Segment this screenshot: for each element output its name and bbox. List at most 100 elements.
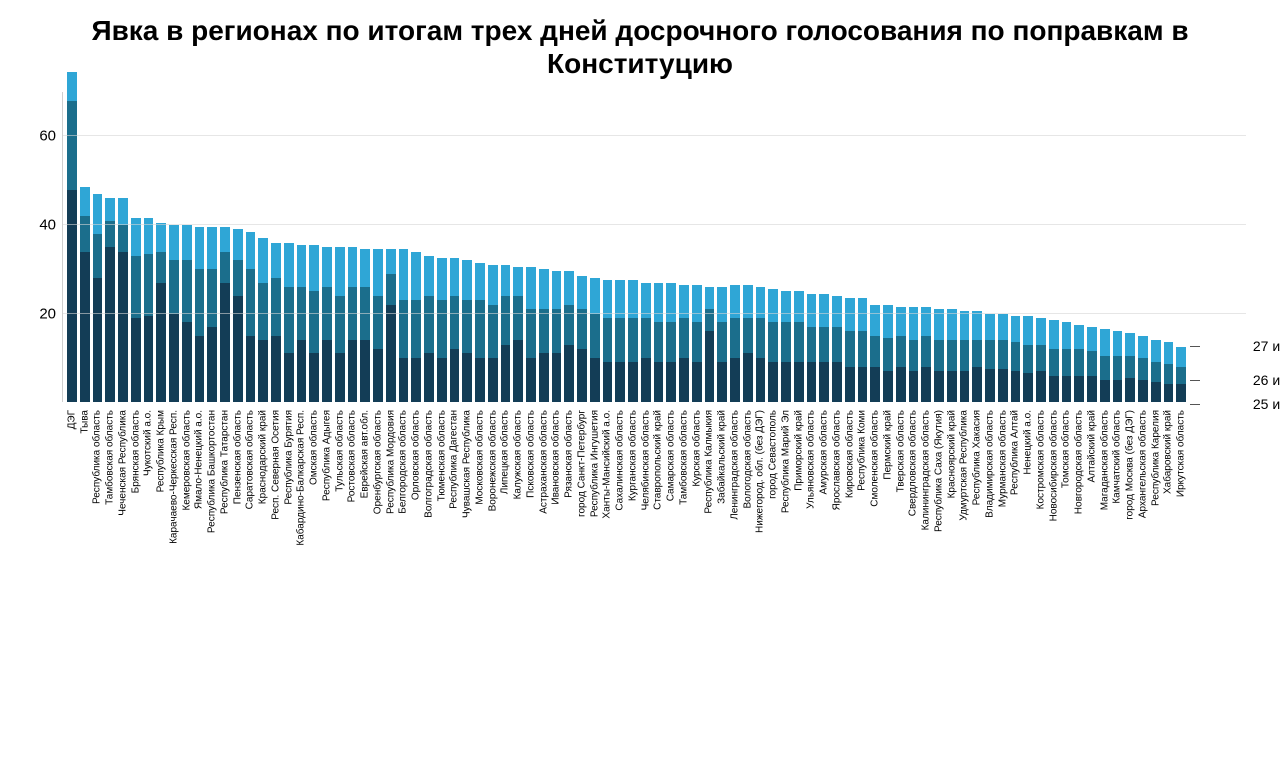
bar: [679, 285, 689, 402]
bar-segment-s3: [1176, 347, 1186, 367]
bar-segment-s2: [411, 300, 421, 358]
bar-segment-s2: [1138, 358, 1148, 380]
bar-segment-s1: [309, 353, 319, 402]
bar: [781, 291, 791, 402]
bar-segment-s1: [552, 353, 562, 402]
bar: [960, 311, 970, 402]
gridline: [63, 224, 1246, 225]
bar: [118, 198, 128, 402]
bar-segment-s1: [437, 358, 447, 402]
bar-segment-s2: [756, 318, 766, 358]
bar-segment-s2: [1036, 345, 1046, 372]
bar-segment-s1: [947, 371, 957, 402]
bar-segment-s3: [93, 194, 103, 234]
bars-wrap: ДЭГТываРеспублика областьТамбовская обла…: [62, 92, 1246, 402]
bar-segment-s1: [1062, 376, 1072, 403]
bar-segment-s3: [1113, 331, 1123, 355]
bar-segment-s3: [552, 271, 562, 309]
bar-segment-s1: [105, 247, 115, 402]
bar-segment-s2: [947, 340, 957, 371]
bar-segment-s3: [947, 309, 957, 340]
bar-segment-s2: [921, 336, 931, 367]
bar-segment-s2: [1011, 342, 1021, 371]
bar-segment-s1: [462, 353, 472, 402]
bar-segment-s2: [195, 269, 205, 335]
bar: [322, 247, 332, 402]
bar: [309, 245, 319, 402]
bar-segment-s1: [526, 358, 536, 402]
bar: [335, 247, 345, 402]
bar-segment-s2: [373, 296, 383, 349]
bar: [730, 285, 740, 402]
bar-segment-s2: [807, 327, 817, 362]
bar: [258, 238, 268, 402]
bar-segment-s2: [156, 252, 166, 283]
bar-segment-s1: [896, 367, 906, 402]
gridline: [63, 313, 1246, 314]
bar-segment-s1: [488, 358, 498, 402]
bar-segment-s2: [1151, 362, 1161, 382]
bar-segment-s2: [67, 101, 77, 190]
bar-segment-s1: [1011, 371, 1021, 402]
bar-segment-s1: [335, 353, 345, 402]
bar-segment-s3: [1151, 340, 1161, 362]
bar-segment-s1: [1023, 373, 1033, 402]
bar-segment-s1: [985, 369, 995, 402]
bar-segment-s1: [679, 358, 689, 402]
bar-segment-s1: [845, 367, 855, 402]
bar-segment-s2: [437, 300, 447, 358]
bar: [169, 225, 179, 402]
bar-segment-s3: [411, 252, 421, 301]
bar-segment-s2: [998, 340, 1008, 369]
bar-segment-s3: [577, 276, 587, 309]
bar-segment-s1: [360, 340, 370, 402]
bar-segment-s2: [501, 296, 511, 345]
bar-segment-s3: [233, 229, 243, 260]
bar-segment-s1: [80, 252, 90, 403]
bar-segment-s2: [462, 300, 472, 353]
bar-segment-s1: [169, 314, 179, 403]
bar-segment-s3: [309, 245, 319, 292]
bar-segment-s3: [564, 271, 574, 304]
bar-segment-s1: [220, 283, 230, 403]
bar: [360, 249, 370, 402]
bar-segment-s1: [628, 362, 638, 402]
bar-segment-s1: [271, 336, 281, 402]
bar: [692, 285, 702, 402]
bar: [220, 227, 230, 402]
bar: [756, 287, 766, 402]
bar: [1036, 318, 1046, 402]
bar-segment-s1: [934, 371, 944, 402]
bar-segment-s3: [386, 249, 396, 273]
bar-segment-s1: [1151, 382, 1161, 402]
bar: [628, 280, 638, 402]
legend-item: 26 июня: [1253, 372, 1280, 388]
bar: [985, 314, 995, 403]
bar-segment-s2: [985, 340, 995, 369]
bar-segment-s2: [1164, 364, 1174, 384]
bar-segment-s1: [730, 358, 740, 402]
bar-segment-s3: [360, 249, 370, 287]
bar-segment-s1: [348, 340, 358, 402]
bar-segment-s2: [743, 318, 753, 353]
bar-segment-s2: [526, 309, 536, 358]
bar: [564, 271, 574, 402]
bar-segment-s1: [131, 318, 141, 402]
bar-segment-s3: [807, 294, 817, 327]
bar: [807, 294, 817, 402]
bar-segment-s1: [654, 362, 664, 402]
y-tick-label: 20: [39, 305, 56, 322]
bar-segment-s2: [1074, 349, 1084, 376]
bar-segment-s3: [1138, 336, 1148, 358]
bar-segment-s1: [768, 362, 778, 402]
bar-segment-s1: [246, 336, 256, 402]
bar-segment-s1: [144, 316, 154, 402]
gridline: [63, 135, 1246, 136]
chart-container: Явка в регионах по итогам трех дней доср…: [0, 0, 1280, 761]
bar-segment-s1: [615, 362, 625, 402]
bar-segment-s3: [819, 294, 829, 327]
bar-segment-s1: [182, 322, 192, 402]
bar: [297, 245, 307, 402]
bar-segment-s2: [960, 340, 970, 371]
bar-segment-s1: [399, 358, 409, 402]
